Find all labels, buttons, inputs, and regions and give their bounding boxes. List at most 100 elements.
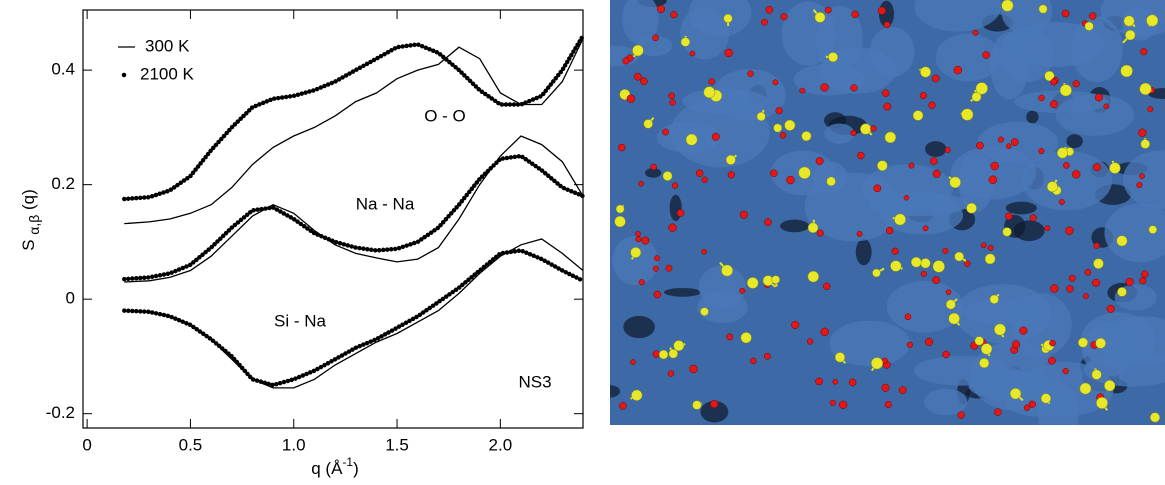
atom bbox=[908, 162, 915, 169]
atom bbox=[1109, 162, 1121, 174]
atom bbox=[957, 411, 965, 419]
atom bbox=[942, 247, 949, 254]
atom bbox=[1072, 80, 1080, 88]
atom bbox=[740, 332, 752, 344]
image-content bbox=[610, 0, 1165, 425]
dark-gap bbox=[1013, 220, 1045, 242]
atom bbox=[665, 264, 673, 272]
dark-gap bbox=[669, 194, 682, 222]
atom bbox=[1139, 173, 1145, 179]
atom bbox=[966, 202, 977, 214]
surface-blob bbox=[935, 33, 1001, 82]
atom bbox=[816, 229, 824, 237]
atom bbox=[1066, 285, 1074, 293]
dark-gap bbox=[623, 315, 655, 339]
atom bbox=[883, 102, 892, 111]
atom bbox=[1029, 214, 1037, 222]
atom bbox=[1138, 128, 1147, 137]
atom bbox=[920, 258, 931, 269]
curve-label: O - O bbox=[424, 106, 466, 125]
atom bbox=[954, 251, 964, 262]
atom bbox=[640, 77, 648, 86]
atom bbox=[815, 157, 824, 165]
surface-blob bbox=[698, 265, 746, 309]
atom bbox=[662, 128, 669, 136]
atom bbox=[771, 275, 780, 284]
atom bbox=[701, 248, 707, 255]
atom bbox=[633, 72, 642, 81]
atom bbox=[786, 175, 795, 185]
atom bbox=[910, 256, 922, 268]
atom bbox=[617, 143, 626, 152]
atom bbox=[1061, 9, 1070, 18]
atom bbox=[662, 171, 673, 181]
atom bbox=[1125, 29, 1136, 41]
atom bbox=[826, 176, 836, 187]
atom bbox=[739, 210, 748, 219]
atom bbox=[807, 222, 819, 234]
x-tick-label: 0 bbox=[82, 435, 91, 454]
atom bbox=[701, 176, 708, 183]
atom bbox=[1040, 393, 1052, 404]
atom bbox=[1106, 304, 1115, 313]
atom bbox=[807, 270, 820, 283]
atom bbox=[775, 107, 783, 115]
atom bbox=[635, 231, 641, 237]
surface-blob bbox=[612, 236, 659, 286]
atom bbox=[668, 223, 677, 232]
atom bbox=[656, 4, 665, 13]
legend-label: 2100 K bbox=[140, 64, 195, 83]
atom bbox=[711, 132, 720, 141]
atom bbox=[671, 182, 679, 189]
atom bbox=[1147, 106, 1154, 113]
atom bbox=[658, 349, 669, 360]
surface-blob bbox=[1014, 90, 1108, 114]
atom bbox=[932, 169, 941, 178]
y-label-main: S bbox=[19, 235, 38, 251]
atom bbox=[1046, 181, 1058, 193]
atom bbox=[1116, 235, 1128, 247]
atom bbox=[975, 82, 988, 95]
atom bbox=[765, 6, 774, 14]
atom bbox=[920, 66, 932, 78]
atom bbox=[870, 125, 877, 132]
atom bbox=[799, 87, 806, 94]
dotted-curve bbox=[122, 248, 586, 388]
atom bbox=[779, 132, 787, 139]
atom bbox=[928, 101, 936, 109]
dark-gap bbox=[779, 219, 810, 233]
atom bbox=[1092, 278, 1101, 287]
atom bbox=[1104, 380, 1116, 392]
atom bbox=[635, 236, 642, 243]
atom bbox=[770, 169, 778, 177]
atom bbox=[881, 383, 890, 392]
atom bbox=[1062, 367, 1069, 375]
dark-gap bbox=[664, 287, 702, 297]
atom bbox=[834, 352, 846, 363]
atom bbox=[820, 327, 829, 337]
atom bbox=[984, 253, 996, 265]
surface-blob bbox=[1123, 150, 1165, 209]
atom bbox=[668, 349, 678, 359]
atom bbox=[1050, 78, 1058, 86]
atom bbox=[1082, 293, 1089, 300]
atom bbox=[823, 282, 831, 291]
atom bbox=[724, 48, 733, 58]
atom bbox=[997, 136, 1004, 143]
atom bbox=[721, 264, 733, 277]
atom bbox=[807, 338, 814, 345]
atom bbox=[1056, 147, 1068, 159]
atom bbox=[932, 276, 940, 285]
atom bbox=[1096, 396, 1108, 409]
atom bbox=[1103, 103, 1110, 110]
x-axis-label: q (Å-1) bbox=[311, 455, 359, 478]
atom bbox=[851, 10, 859, 19]
dark-gap bbox=[855, 238, 872, 266]
atom bbox=[739, 287, 746, 294]
surface-blob bbox=[1104, 203, 1165, 263]
y-label-sub: α,β bbox=[26, 215, 42, 235]
atom bbox=[891, 247, 899, 255]
atom bbox=[815, 377, 823, 386]
atom bbox=[652, 350, 661, 358]
